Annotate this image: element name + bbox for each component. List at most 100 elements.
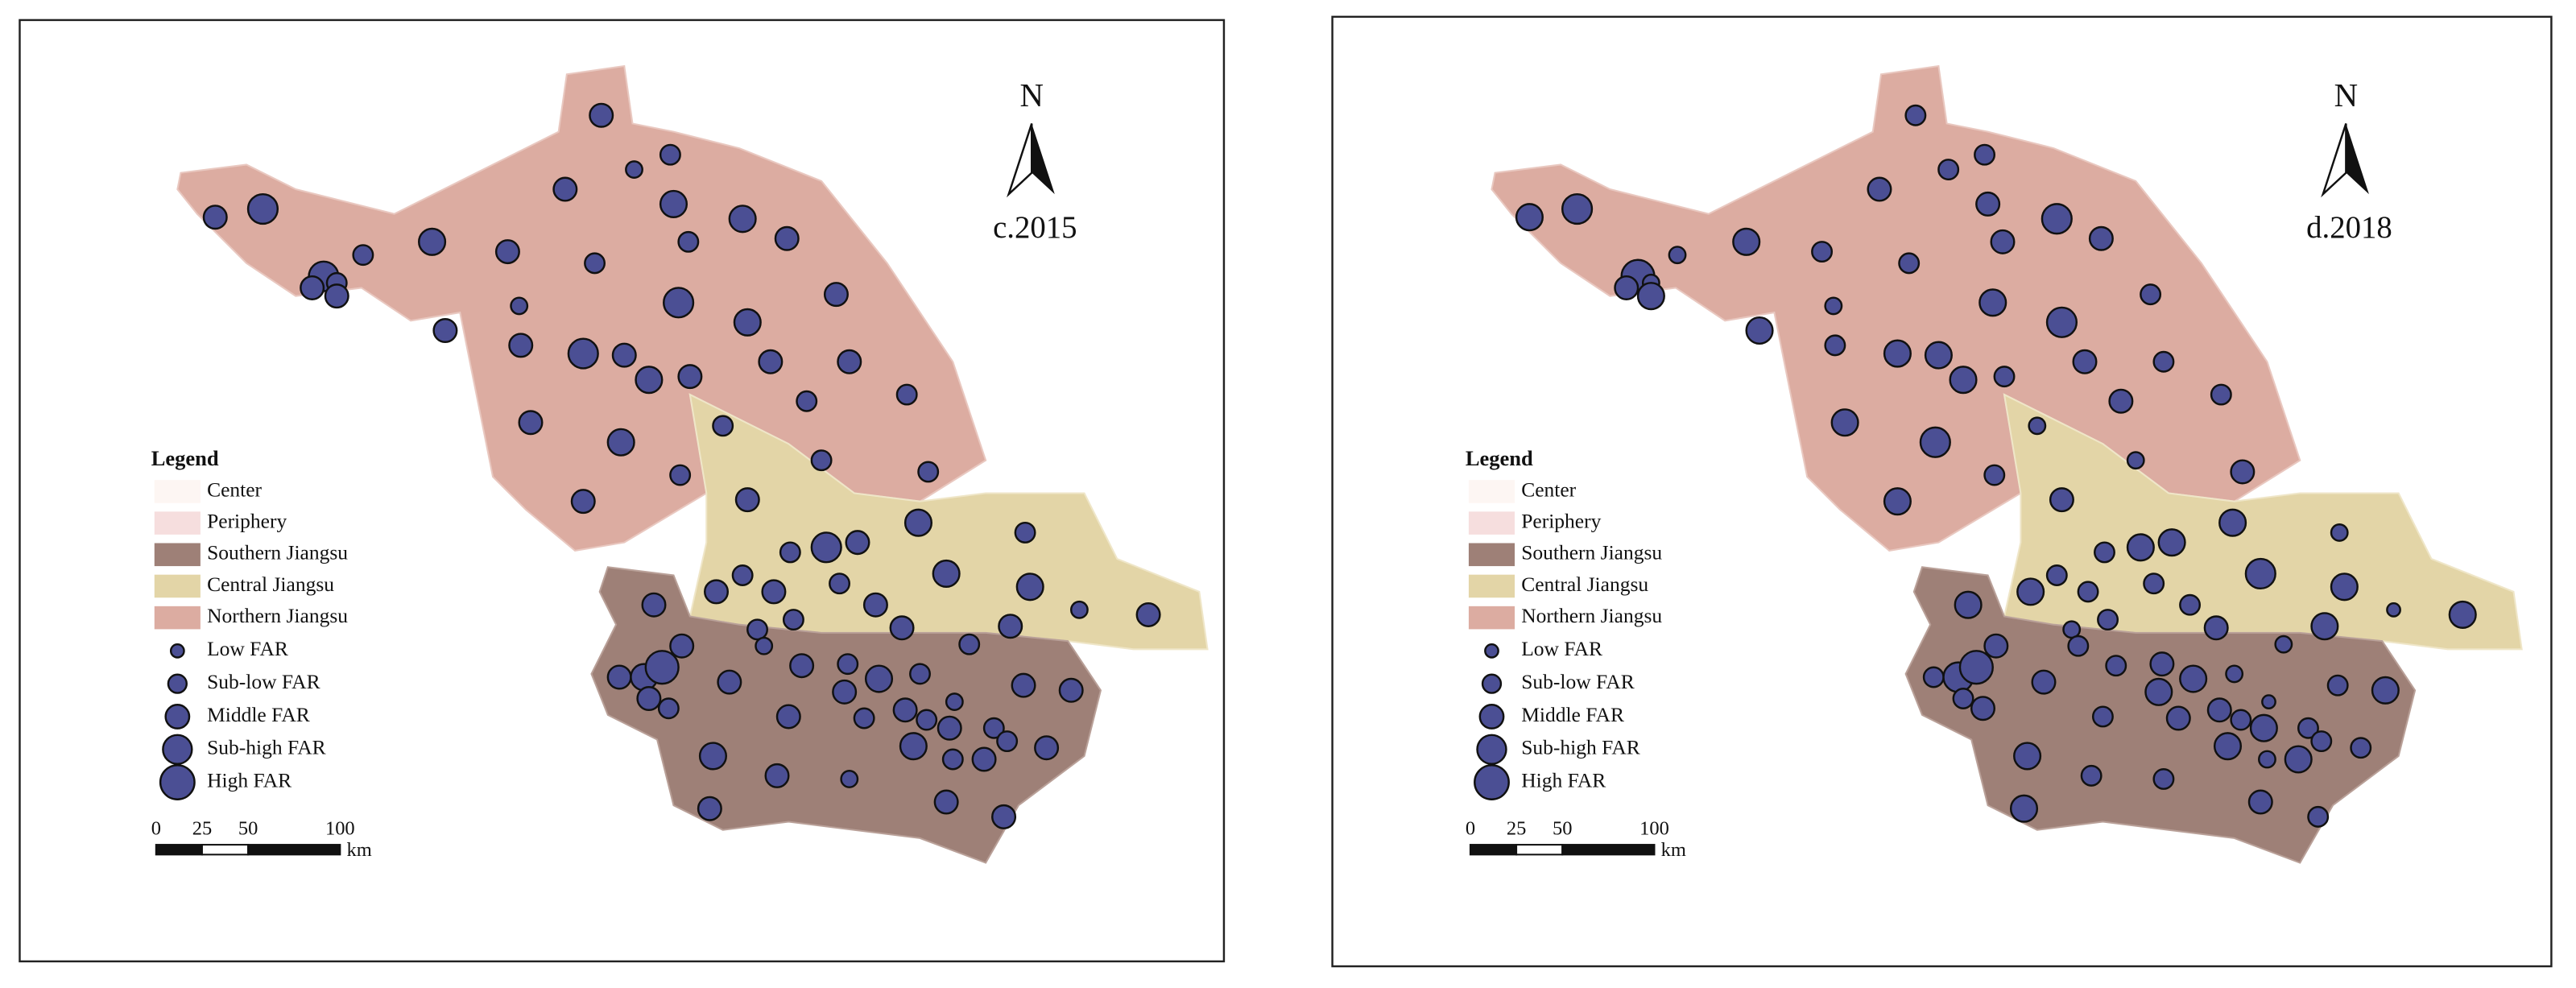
far-point bbox=[1919, 426, 1951, 458]
legend-far-symbol bbox=[1481, 673, 1503, 694]
far-point bbox=[829, 573, 850, 595]
legend-far-symbol bbox=[1478, 704, 1505, 730]
far-point bbox=[2077, 581, 2099, 603]
far-point bbox=[510, 296, 529, 316]
legend-label: Middle FAR bbox=[1521, 703, 1624, 726]
far-point bbox=[2126, 533, 2155, 562]
far-point bbox=[810, 531, 842, 564]
legend-label: Northern Jiangsu bbox=[1521, 604, 1662, 627]
legend-label: Southern Jiangsu bbox=[1521, 541, 1662, 564]
far-point bbox=[2094, 541, 2115, 564]
far-point bbox=[2371, 676, 2400, 705]
far-point bbox=[917, 461, 940, 483]
legend-title: Legend bbox=[151, 446, 219, 470]
legend-label: Sub-low FAR bbox=[207, 670, 320, 693]
far-point bbox=[1983, 464, 2006, 486]
far-point bbox=[774, 225, 800, 251]
far-point bbox=[657, 697, 680, 720]
far-point bbox=[845, 530, 870, 556]
far-point bbox=[1954, 590, 1983, 619]
far-point bbox=[677, 364, 703, 390]
far-point bbox=[796, 390, 818, 412]
far-point bbox=[1011, 672, 1036, 698]
far-point bbox=[625, 160, 643, 179]
legend-label: Central Jiangsu bbox=[1521, 573, 1648, 596]
far-point bbox=[1983, 633, 2009, 659]
far-point bbox=[909, 663, 931, 685]
far-point bbox=[2206, 697, 2232, 723]
far-point bbox=[2258, 750, 2276, 769]
far-point bbox=[432, 317, 458, 344]
far-point bbox=[2126, 451, 2145, 470]
far-point bbox=[1990, 229, 2016, 254]
northern-region bbox=[1491, 64, 2301, 552]
far-point bbox=[1636, 282, 1665, 311]
far-point bbox=[982, 717, 1005, 739]
far-point bbox=[2218, 508, 2247, 537]
scale-segment bbox=[155, 844, 203, 856]
legend-title: Legend bbox=[1466, 446, 1533, 470]
north-arrow bbox=[2321, 123, 2347, 198]
far-point bbox=[728, 205, 757, 234]
legend-swatch bbox=[154, 511, 201, 535]
far-point bbox=[2097, 609, 2119, 631]
legend-swatch bbox=[154, 480, 201, 503]
legend-label: Sub-high FAR bbox=[1521, 736, 1640, 759]
far-point bbox=[717, 669, 742, 695]
far-point bbox=[2284, 745, 2313, 774]
far-point bbox=[606, 664, 632, 690]
far-point bbox=[2152, 768, 2175, 790]
far-point bbox=[1811, 241, 1834, 263]
legend-label: Center bbox=[207, 477, 262, 501]
far-point bbox=[1034, 735, 1060, 761]
far-point bbox=[1614, 275, 1639, 300]
far-point bbox=[2165, 705, 2191, 731]
far-point bbox=[2230, 709, 2252, 731]
far-point bbox=[1745, 316, 1774, 345]
far-point bbox=[996, 730, 1019, 753]
far-point bbox=[570, 489, 596, 515]
far-point bbox=[1824, 334, 1846, 357]
far-point bbox=[2330, 573, 2359, 601]
legend-far-symbol bbox=[1484, 643, 1499, 659]
far-point bbox=[779, 541, 801, 564]
legend-label: Sub-low FAR bbox=[1521, 670, 1635, 693]
far-point bbox=[2350, 737, 2372, 759]
far-point bbox=[932, 559, 961, 588]
scale-unit: km bbox=[1661, 839, 1686, 861]
far-point bbox=[669, 633, 695, 659]
legend-label: High FAR bbox=[207, 768, 292, 792]
far-point bbox=[1668, 246, 1687, 265]
scale-segment bbox=[1469, 844, 1518, 856]
far-point bbox=[1135, 601, 1161, 627]
legend-swatch bbox=[154, 574, 201, 598]
map-panel: Nd.2018 Legend Center Periphery Southern Jia… bbox=[1466, 64, 2523, 864]
legend-far-symbol bbox=[1476, 734, 1507, 765]
legend-far-symbol bbox=[167, 673, 188, 694]
far-point bbox=[494, 239, 520, 265]
far-point bbox=[418, 227, 447, 256]
far-point bbox=[2080, 764, 2103, 787]
far-point bbox=[712, 415, 734, 437]
far-point bbox=[2016, 577, 2045, 606]
far-point bbox=[2091, 705, 2114, 728]
far-point bbox=[300, 275, 325, 300]
legend-swatch bbox=[1468, 574, 1515, 598]
far-point bbox=[853, 707, 875, 730]
legend-swatch bbox=[1468, 606, 1515, 630]
far-point bbox=[2244, 557, 2276, 590]
far-point bbox=[1058, 677, 1084, 703]
far-point bbox=[2310, 730, 2333, 753]
far-point bbox=[1993, 366, 2016, 388]
legend-swatch bbox=[154, 543, 201, 567]
far-point bbox=[746, 618, 768, 641]
legend-far-symbol bbox=[1474, 764, 1510, 800]
far-point bbox=[2179, 664, 2208, 693]
north-arrow bbox=[1007, 123, 1033, 198]
far-point bbox=[2143, 573, 2165, 595]
far-point bbox=[2045, 564, 2068, 586]
far-point bbox=[697, 796, 722, 821]
far-point bbox=[611, 342, 637, 368]
far-point bbox=[837, 653, 859, 676]
